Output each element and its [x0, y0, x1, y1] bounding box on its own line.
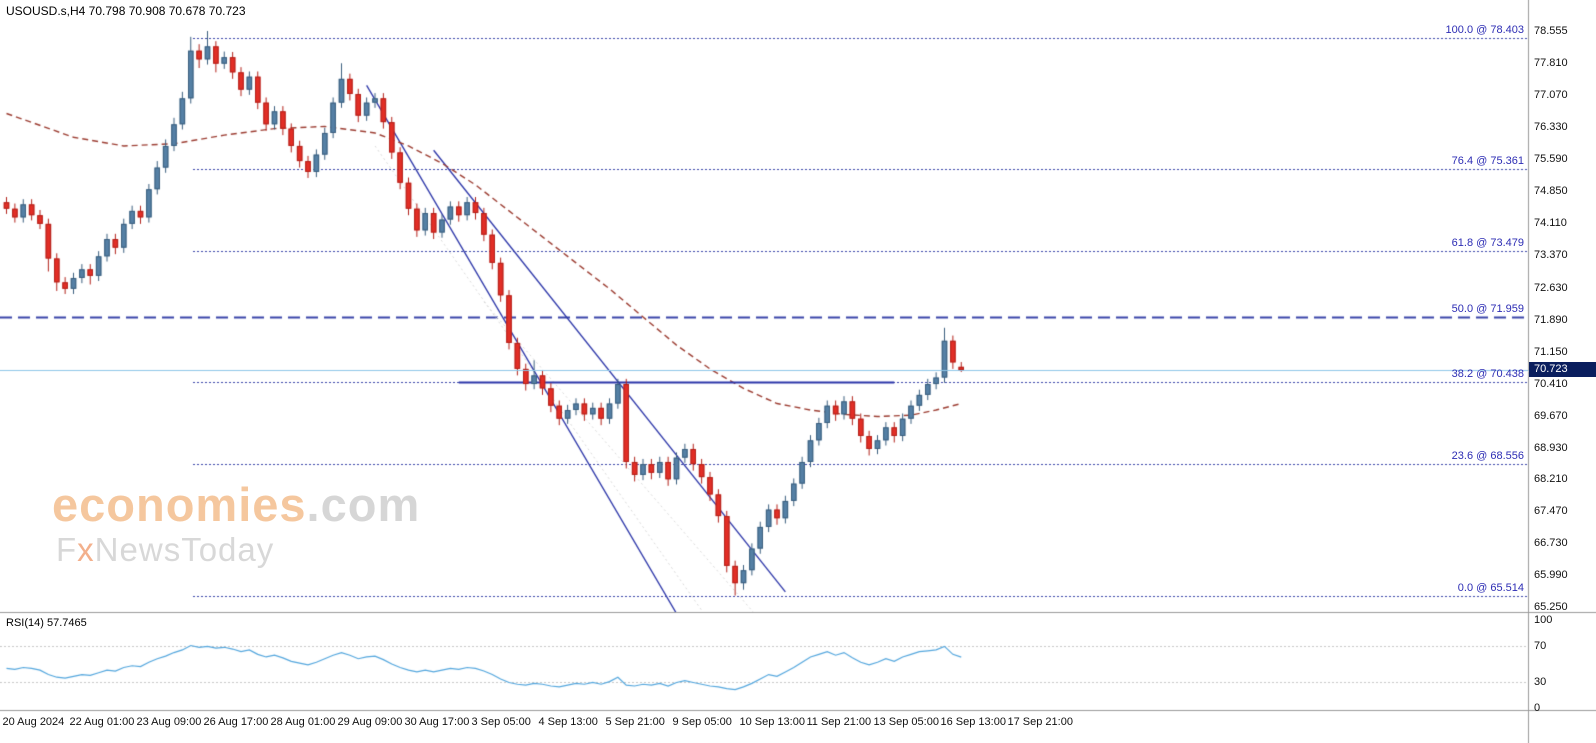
fib-level-label: 23.6 @ 68.556 — [1451, 449, 1524, 462]
fib-level-label: 0.0 @ 65.514 — [1457, 581, 1524, 594]
price-axis-label: 65.250 — [1534, 601, 1568, 613]
watermark-brand-text: economies — [52, 478, 307, 531]
time-axis-label: 13 Sep 05:00 — [873, 716, 939, 728]
time-axis-label: 4 Sep 13:00 — [538, 716, 598, 728]
watermark-tagline-rest: NewsToday — [94, 531, 275, 569]
price-axis-label: 71.890 — [1534, 313, 1568, 326]
time-axis-label: 28 Aug 01:00 — [270, 716, 336, 728]
time-axis-label: 10 Sep 13:00 — [739, 716, 805, 728]
time-axis-label: 5 Sep 21:00 — [605, 716, 665, 728]
price-axis-label: 72.630 — [1534, 281, 1568, 294]
time-axis-label: 9 Sep 05:00 — [672, 716, 732, 728]
price-axis-label: 77.810 — [1534, 57, 1568, 70]
fib-level-label: 38.2 @ 70.438 — [1451, 368, 1524, 381]
time-axis-label: 20 Aug 2024 — [2, 716, 65, 728]
time-axis-label: 3 Sep 05:00 — [471, 716, 531, 728]
price-axis-label: 77.070 — [1534, 89, 1568, 102]
price-axis-label: 69.670 — [1534, 409, 1568, 422]
fib-level-label: 100.0 @ 78.403 — [1445, 23, 1524, 36]
rsi-axis-label: 30 — [1534, 675, 1547, 688]
time-axis-label: 29 Aug 09:00 — [337, 716, 403, 728]
price-axis-label: 74.110 — [1534, 217, 1567, 230]
time-axis-label: 22 Aug 01:00 — [69, 716, 135, 728]
watermark-tagline: FxNewsToday — [52, 533, 420, 568]
watermark: economies.com FxNewsToday — [52, 480, 420, 568]
fib-level-label: 61.8 @ 73.479 — [1451, 236, 1524, 249]
watermark-tagline-x: x — [77, 531, 95, 569]
fib-level-label: 50.0 @ 71.959 — [1451, 302, 1524, 315]
time-axis-label: 11 Sep 21:00 — [806, 716, 872, 728]
price-axis-label: 71.150 — [1534, 345, 1568, 358]
fib-level-label: 76.4 @ 75.361 — [1451, 155, 1524, 168]
price-axis-label: 70.410 — [1534, 377, 1568, 390]
price-axis-label: 67.470 — [1534, 504, 1568, 517]
time-axis-label: 26 Aug 17:00 — [203, 716, 269, 728]
rsi-axis-label: 100 — [1534, 614, 1553, 626]
price-axis-label: 73.370 — [1534, 249, 1568, 262]
current-price-badge: 70.723 — [1529, 362, 1596, 378]
rsi-axis-label: 0 — [1534, 702, 1541, 714]
time-axis-label: 30 Aug 17:00 — [404, 716, 470, 728]
price-axis-label: 68.930 — [1534, 441, 1568, 454]
watermark-brand-suffix: .com — [306, 478, 421, 531]
price-axis-label: 75.590 — [1534, 153, 1568, 166]
rsi-indicator-label: RSI(14) 57.7465 — [6, 617, 87, 629]
time-axis-label: 16 Sep 13:00 — [940, 716, 1006, 728]
price-axis-label: 78.555 — [1534, 25, 1568, 37]
time-axis-label: 23 Aug 09:00 — [136, 716, 202, 728]
price-axis-label: 74.850 — [1534, 185, 1568, 198]
price-axis-label: 65.990 — [1534, 568, 1568, 581]
rsi-axis-label: 70 — [1534, 640, 1547, 653]
watermark-brand-line: economies.com — [52, 480, 420, 529]
price-axis-label: 76.330 — [1534, 121, 1568, 134]
price-axis-label: 66.730 — [1534, 536, 1568, 549]
time-axis-label: 17 Sep 21:00 — [1007, 716, 1073, 728]
price-axis-label: 68.210 — [1534, 472, 1568, 485]
chart-symbol-title: USOUSD.s,H4 70.798 70.908 70.678 70.723 — [6, 4, 246, 18]
watermark-tagline-f: F — [56, 531, 78, 569]
